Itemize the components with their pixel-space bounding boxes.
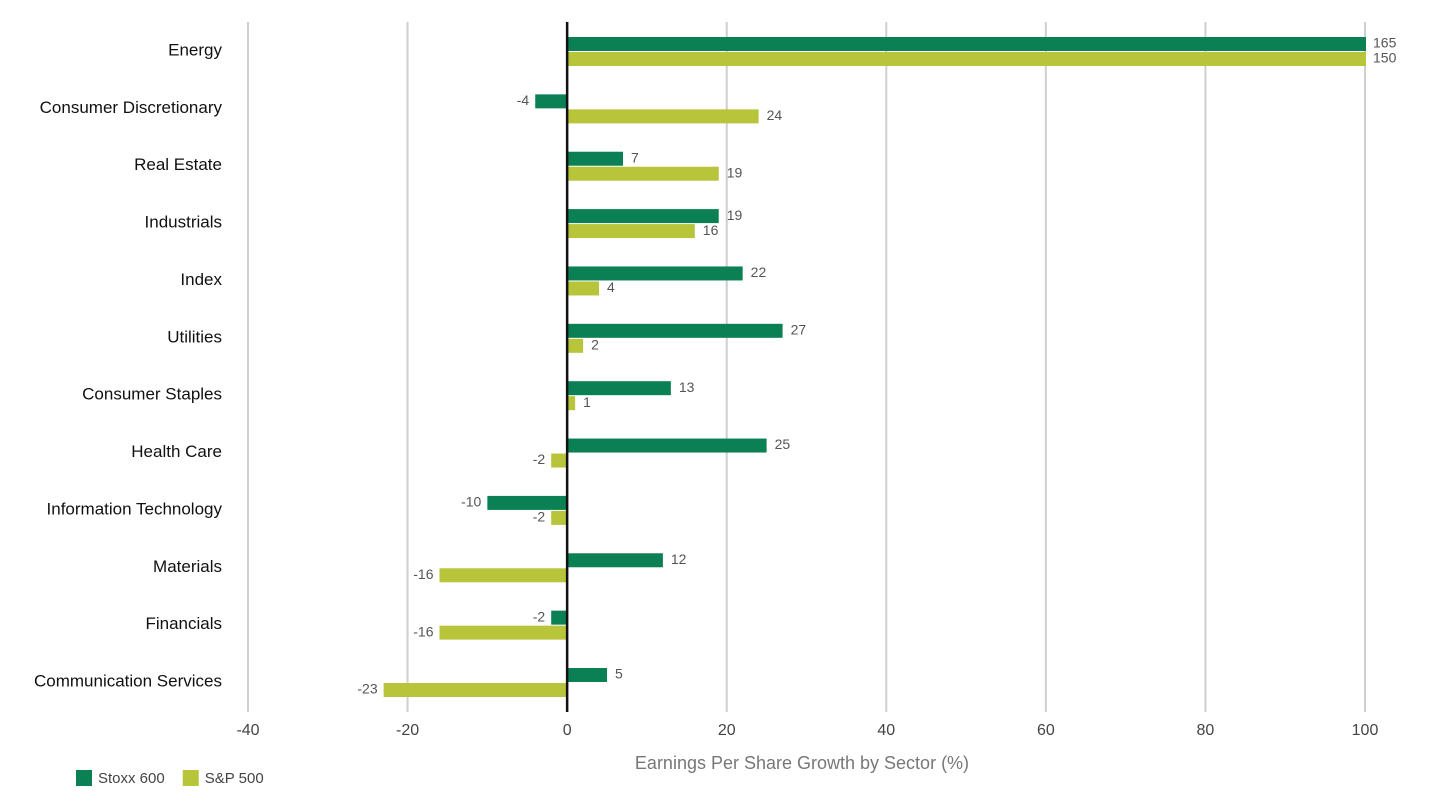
bar	[567, 209, 719, 224]
value-label: 12	[671, 551, 687, 567]
value-label: -23	[357, 681, 377, 697]
value-label: -2	[533, 451, 546, 467]
value-label: 1	[583, 394, 591, 410]
value-label: 13	[679, 379, 695, 395]
x-tick-label: 40	[877, 722, 895, 739]
bar	[551, 453, 568, 468]
bar	[551, 610, 568, 625]
bar	[567, 396, 576, 411]
value-label: 19	[727, 207, 743, 223]
category-label: Energy	[168, 40, 222, 59]
bar	[567, 323, 783, 338]
value-label: 165	[1373, 35, 1397, 51]
legend-label: Stoxx 600	[98, 770, 165, 787]
value-label: -2	[533, 509, 546, 525]
category-label: Utilities	[167, 327, 222, 346]
bar	[567, 109, 759, 124]
value-label: 2	[591, 337, 599, 353]
category-label: Consumer Discretionary	[40, 98, 223, 117]
bar	[383, 683, 568, 697]
value-label: 25	[775, 436, 791, 452]
bar	[567, 338, 584, 353]
value-label: 16	[703, 222, 719, 238]
x-tick-label: 80	[1197, 722, 1215, 739]
bar	[567, 381, 671, 396]
value-label: 22	[751, 264, 767, 280]
bar	[567, 151, 623, 166]
bar	[567, 668, 608, 682]
category-label: Consumer Staples	[82, 385, 222, 404]
category-label: Real Estate	[134, 155, 222, 174]
bar	[439, 568, 568, 583]
value-label: 24	[767, 107, 783, 123]
legend-swatch	[182, 770, 199, 786]
legend-swatch	[76, 770, 92, 786]
bar	[487, 495, 568, 510]
bar	[439, 625, 568, 640]
bar	[567, 281, 600, 296]
value-label: 5	[615, 666, 623, 682]
value-label: -4	[517, 92, 530, 108]
value-label: 27	[791, 322, 807, 338]
bar	[535, 94, 568, 109]
value-label: -2	[533, 608, 546, 624]
value-label: 19	[727, 164, 743, 180]
value-label: 4	[607, 279, 615, 295]
x-tick-label: -20	[396, 722, 419, 739]
legend-label: S&P 500	[205, 770, 264, 787]
value-label: 150	[1373, 50, 1397, 66]
category-label: Index	[180, 270, 222, 289]
bar	[567, 52, 1366, 66]
bar	[567, 37, 1366, 51]
x-tick-label: -40	[236, 722, 259, 739]
category-label: Industrials	[145, 213, 222, 232]
value-label: -16	[413, 623, 433, 639]
bar	[567, 266, 743, 281]
bar	[567, 166, 719, 181]
category-label: Financials	[145, 614, 222, 633]
value-label: -16	[413, 566, 433, 582]
x-tick-label: 20	[718, 722, 736, 739]
bar	[567, 224, 695, 239]
category-label: Communication Services	[34, 671, 222, 690]
x-axis-title: Earnings Per Share Growth by Sector (%)	[635, 753, 969, 773]
bar	[567, 438, 767, 453]
value-label: -10	[461, 494, 481, 510]
bar	[551, 510, 568, 525]
bar	[567, 553, 663, 568]
category-label: Health Care	[131, 442, 222, 461]
value-label: 7	[631, 149, 639, 165]
x-tick-label: 100	[1352, 722, 1379, 739]
x-tick-label: 0	[563, 722, 572, 739]
x-tick-label: 60	[1037, 722, 1055, 739]
category-label: Materials	[153, 557, 222, 576]
category-label: Information Technology	[47, 499, 223, 518]
